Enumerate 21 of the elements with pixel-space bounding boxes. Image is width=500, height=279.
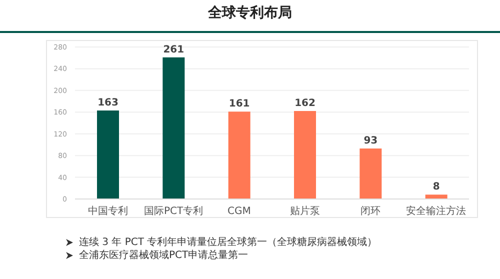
data-label: 162 bbox=[294, 98, 316, 110]
text: 全浦东医疗器械领域PCT申请总量第一 bbox=[79, 249, 248, 262]
x-tick-label: 国际PCT专利 bbox=[144, 205, 204, 218]
data-label: 163 bbox=[98, 98, 118, 109]
bar bbox=[294, 111, 316, 199]
x-tick-label: 安全输注方法 bbox=[406, 205, 466, 218]
data-label: 161 bbox=[228, 98, 250, 110]
bar bbox=[162, 57, 185, 199]
data-label: 93 bbox=[364, 136, 378, 147]
bar bbox=[360, 148, 382, 199]
x-tick-label: 中国专利 bbox=[88, 205, 128, 218]
chart-title: 全球专利布局 bbox=[207, 4, 293, 22]
data-label: 8 bbox=[432, 182, 440, 193]
bar bbox=[228, 112, 250, 199]
text: 连续 3 年 PCT 专利年申请量位居全球第一（全球糖尿病器械领域） bbox=[79, 236, 378, 249]
x-tick-label: CGM bbox=[227, 206, 251, 218]
bar bbox=[425, 194, 448, 199]
bar bbox=[97, 110, 119, 199]
x-tick-label: 闭环 bbox=[360, 205, 380, 218]
x-tick-label: 贴片泵 bbox=[290, 205, 320, 218]
data-label: 261 bbox=[163, 44, 184, 56]
